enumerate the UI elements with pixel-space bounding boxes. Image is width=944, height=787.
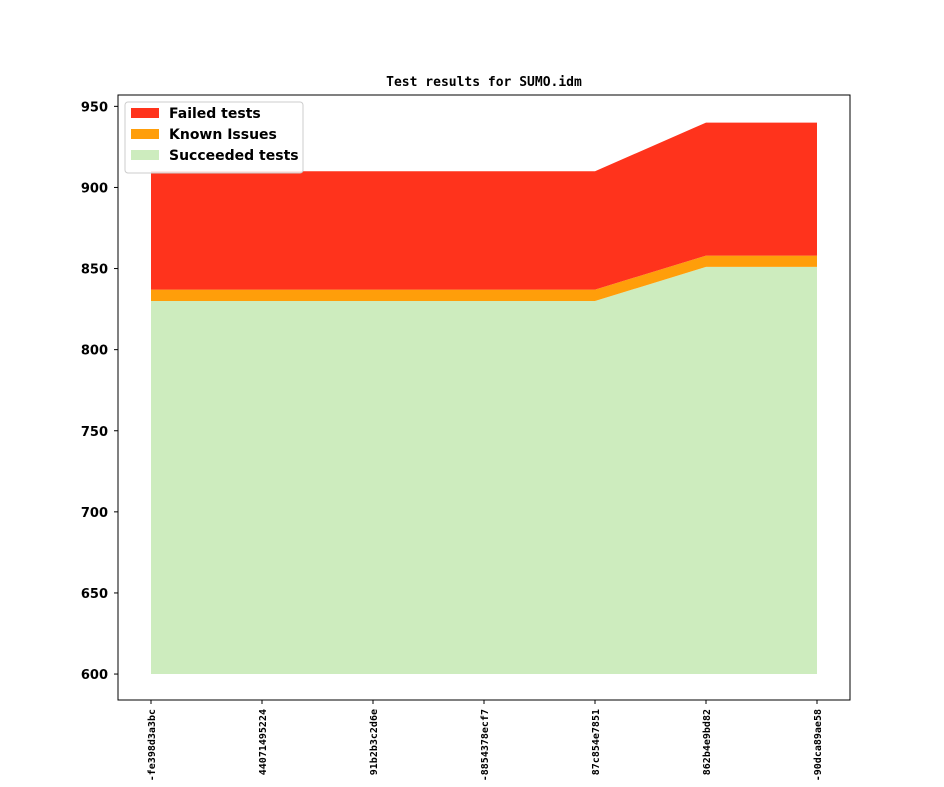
y-tick-label: 700	[81, 506, 108, 521]
y-axis: 600 650 700 750 800 850 900 950	[81, 100, 118, 683]
area-failed-tests	[151, 122, 817, 290]
y-tick-label: 800	[81, 344, 108, 359]
y-tick-label: 650	[81, 587, 108, 602]
legend-label-known-issues: Known Issues	[169, 127, 277, 143]
legend-label-succeeded-tests: Succeeded tests	[169, 148, 299, 164]
legend: Failed tests Known Issues Succeeded tests	[124, 101, 304, 174]
area-succeeded-tests	[151, 266, 817, 675]
x-tick-label: 4407149522­4	[258, 709, 269, 775]
x-tick-label: -fe398d3a3bc	[147, 709, 158, 781]
legend-swatch-known-issues	[131, 129, 159, 139]
y-tick-label: 950	[81, 100, 108, 115]
y-tick-label: 600	[81, 668, 108, 683]
legend-box	[124, 101, 304, 174]
y-tick-label: 850	[81, 263, 108, 278]
legend-swatch-failed-tests	[131, 108, 159, 118]
x-tick-label: -90dca89ae58	[813, 709, 824, 781]
x-tick-label: 87c854e7851	[591, 709, 602, 775]
x-tick-label: 91b2b3c2d6e	[369, 709, 380, 775]
legend-label-failed-tests: Failed tests	[169, 106, 261, 122]
chart-title: Test results for SUMO.idm	[386, 75, 582, 90]
area-layer	[151, 122, 817, 675]
area-known-issues	[151, 255, 817, 301]
legend-swatch-succeeded-tests	[131, 150, 159, 160]
x-axis: -fe398d3a3bc 4407149522­4 91b2b3c2d6e -8854…	[147, 700, 824, 781]
y-tick-label: 750	[81, 425, 108, 440]
plot-frame	[117, 94, 851, 701]
x-tick-label: 862b4e9bd82	[702, 709, 713, 775]
y-tick-label: 900	[81, 181, 108, 196]
x-tick-label: -8854378ecf7	[480, 709, 491, 781]
